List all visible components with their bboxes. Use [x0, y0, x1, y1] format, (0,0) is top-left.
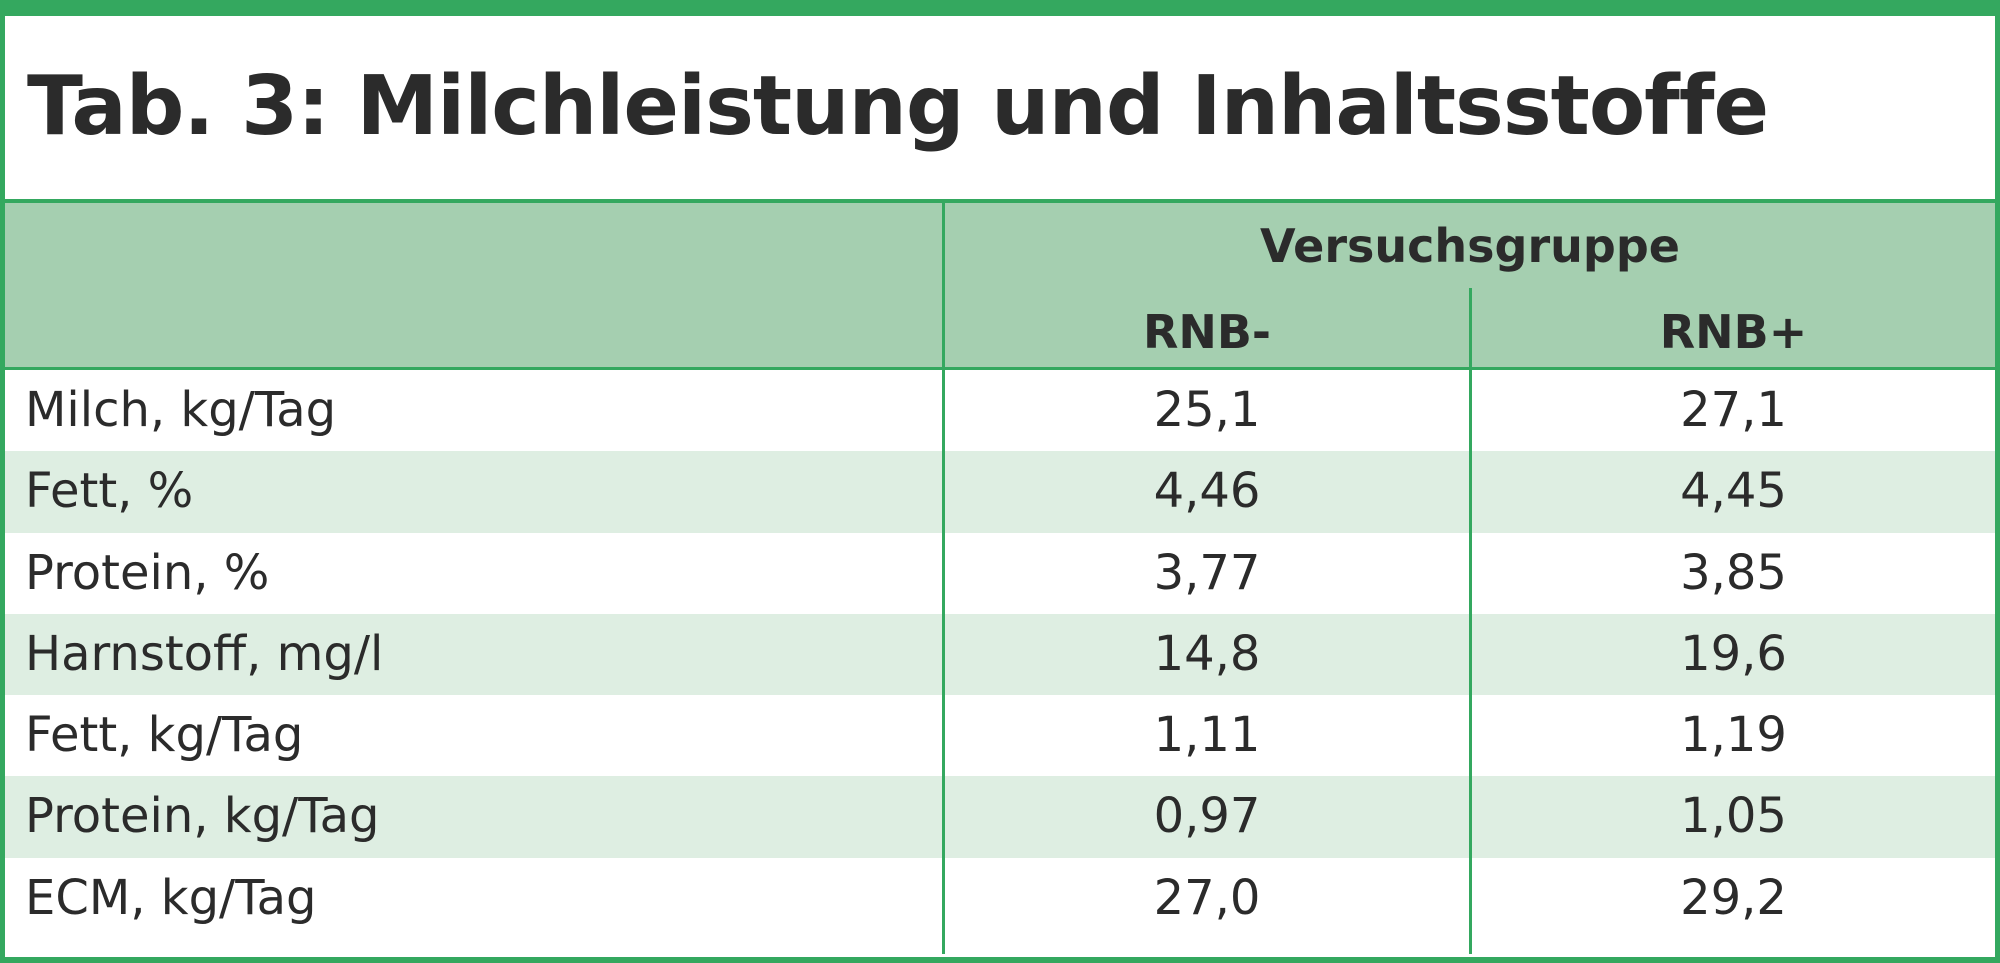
row-label: Protein, kg/Tag	[25, 788, 380, 845]
table-header	[5, 203, 1995, 367]
column-divider-label	[942, 203, 945, 954]
rnb-plus-value: 27,1	[1680, 382, 1787, 438]
rnb-minus-value: 4,46	[1153, 463, 1261, 520]
group-header: Versuchsgruppe	[1260, 219, 1680, 273]
rnb-minus-value: 14,8	[1153, 625, 1261, 682]
column-divider-groups	[1469, 288, 1472, 954]
rnb-plus-value: 4,45	[1680, 463, 1787, 520]
table-row: Harnstoff, mg/l 14,8 19,6	[5, 613, 1995, 696]
rnb-plus-value: 1,05	[1680, 788, 1787, 845]
table-row: Protein, kg/Tag 0,97 1,05	[5, 776, 1995, 858]
rnb-minus-value: 27,0	[1153, 869, 1261, 926]
row-label: Milch, kg/Tag	[25, 382, 337, 438]
rnb-plus-value: 1,19	[1680, 707, 1787, 764]
table-row: Milch, kg/Tag 25,1 27,1	[5, 370, 1995, 451]
rnb-minus-value: 3,77	[1153, 544, 1261, 601]
title-divider	[5, 199, 1995, 203]
table-row: Protein, % 3,77 3,85	[5, 533, 1995, 614]
column-header-rnb-plus: RNB+	[1659, 305, 1808, 359]
rnb-minus-value: 1,11	[1153, 707, 1261, 764]
rnb-plus-value: 19,6	[1680, 625, 1787, 682]
header-divider	[5, 367, 1995, 370]
table-title: Tab. 3: Milchleistung und Inhaltsstoffe	[27, 59, 1769, 154]
table-row: ECM, kg/Tag 27,0 29,2	[5, 858, 1995, 939]
rnb-minus-value: 25,1	[1153, 382, 1261, 438]
table-row: Fett, kg/Tag 1,11 1,19	[5, 695, 1995, 776]
rnb-plus-value: 3,85	[1680, 544, 1787, 601]
table-body: Milch, kg/Tag 25,1 27,1 Fett, % 4,46 4,4…	[5, 370, 1995, 939]
row-label: Protein, %	[25, 544, 270, 601]
rnb-minus-value: 0,97	[1153, 788, 1261, 845]
rnb-plus-value: 29,2	[1680, 869, 1787, 926]
row-label: ECM, kg/Tag	[25, 869, 317, 926]
row-label: Harnstoff, mg/l	[25, 625, 384, 682]
row-label: Fett, kg/Tag	[25, 707, 304, 764]
column-header-rnb-minus: RNB-	[1142, 305, 1272, 359]
table-row: Fett, % 4,46 4,45	[5, 451, 1995, 533]
row-label: Fett, %	[25, 463, 194, 520]
